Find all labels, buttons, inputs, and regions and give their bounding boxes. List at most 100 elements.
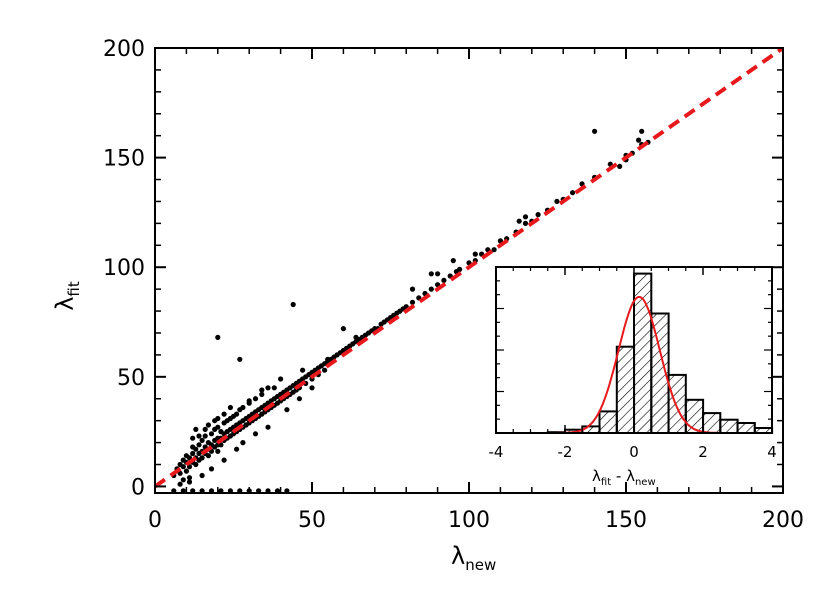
- fit-line: [155, 48, 783, 489]
- fit-line-layer: [155, 48, 783, 489]
- inset-x-tick-label: 4: [767, 443, 777, 461]
- scatter-point: [208, 488, 215, 493]
- scatter-point: [617, 163, 623, 169]
- inset-x-axis-separator: -: [611, 467, 626, 485]
- main-ticks-layer: 0 50 100 150 200 0 50 100 150 200: [103, 37, 804, 533]
- x-tick-label: 50: [298, 508, 326, 533]
- scatter-point: [450, 258, 456, 264]
- scatter-point: [208, 466, 215, 472]
- x-tick-label: 100: [448, 508, 490, 533]
- inset-x-axis-symbol-new: λ: [626, 467, 635, 485]
- scatter-point: [252, 396, 259, 402]
- scatter-point: [259, 387, 265, 393]
- histogram-bar: [702, 412, 722, 435]
- histogram-bar: [684, 398, 705, 434]
- scatter-point: [227, 488, 233, 493]
- scatter-point: [199, 472, 205, 479]
- scatter-point: [636, 137, 642, 143]
- y-tick-label: 100: [103, 256, 145, 281]
- scatter-point: [428, 286, 434, 292]
- scatter-point: [639, 128, 645, 134]
- scatter-point: [180, 488, 186, 493]
- scatter-point: [234, 411, 240, 417]
- scatter-point: [322, 367, 328, 373]
- inset-ticks-layer: -4 -2 0 2 4: [489, 267, 777, 461]
- scatter-point: [522, 220, 529, 226]
- scatter-point: [190, 488, 196, 493]
- inset-x-axis-symbol-fit: λ: [592, 467, 601, 485]
- histogram-bar: [598, 410, 618, 434]
- y-tick-label: 150: [103, 147, 145, 172]
- inset-x-tick-label: 2: [698, 443, 708, 461]
- inset-x-tick-label: -4: [489, 443, 504, 461]
- scatter-point: [199, 488, 205, 493]
- scatter-point: [409, 299, 416, 305]
- scatter-point: [252, 431, 259, 437]
- scatter-point: [221, 411, 227, 417]
- main-x-axis-label: λnew: [451, 542, 496, 574]
- scatter-point: [186, 479, 193, 485]
- scatter-point: [290, 301, 296, 308]
- scatter-point: [535, 212, 541, 218]
- scatter-point: [592, 128, 598, 134]
- scatter-point: [234, 446, 240, 452]
- scatter-point: [441, 277, 447, 283]
- scatter-point: [265, 424, 271, 430]
- inset-x-axis-subscript-new: new: [635, 477, 656, 488]
- inset-x-tick-label: 0: [629, 443, 639, 461]
- y-tick-label: 0: [131, 475, 145, 500]
- scatter-point: [240, 404, 246, 411]
- scatter-point: [278, 376, 284, 382]
- scatter-point: [227, 404, 233, 411]
- scatter-point: [435, 271, 441, 277]
- main-x-axis-symbol: λ: [451, 542, 465, 570]
- inset-bars-layer: [546, 272, 774, 435]
- main-y-axis-label: λfit: [51, 281, 83, 311]
- scatter-point: [215, 334, 221, 340]
- scatter-point: [309, 385, 315, 391]
- scatter-point: [472, 251, 478, 257]
- histogram-bar: [736, 422, 756, 434]
- scatter-point: [196, 442, 202, 448]
- scatter-point: [522, 214, 529, 220]
- scatter-point: [190, 450, 196, 457]
- histogram-bar: [667, 373, 687, 434]
- scatter-point: [554, 198, 560, 204]
- scatter-point: [190, 435, 196, 441]
- inset-x-axis-subscript-fit: fit: [601, 477, 611, 488]
- scatter-point: [409, 286, 416, 292]
- scatter-point: [193, 461, 199, 468]
- scatter-point: [300, 367, 306, 373]
- scatter-point: [208, 431, 215, 437]
- main-y-axis-symbol: λ: [51, 297, 79, 311]
- main-x-axis-subscript: new: [465, 556, 496, 574]
- scatter-point: [199, 437, 205, 443]
- scatter-point: [180, 464, 186, 470]
- scatter-point: [205, 422, 211, 428]
- scatter-point: [274, 488, 281, 493]
- inset-x-tick-label: -2: [558, 443, 573, 461]
- scatter-point: [237, 488, 243, 493]
- scatter-point: [193, 426, 199, 432]
- scatter-point: [256, 488, 262, 493]
- scatter-point: [215, 415, 221, 422]
- scatter-point: [284, 407, 290, 413]
- histogram-bar: [719, 418, 739, 435]
- scatter-point: [180, 477, 186, 483]
- scatter-point: [193, 446, 199, 452]
- scatter-point: [296, 396, 302, 402]
- scatter-point: [516, 218, 522, 224]
- scatter-point: [457, 266, 463, 272]
- scatter-point: [202, 433, 208, 439]
- scatter-point: [215, 424, 221, 430]
- x-tick-label: 200: [762, 508, 804, 533]
- scatter-point: [265, 385, 271, 391]
- scatter-point: [428, 271, 434, 277]
- scatter-point: [218, 488, 224, 493]
- scatter-point: [259, 391, 265, 397]
- x-tick-label: 0: [148, 508, 162, 533]
- scatter-point: [240, 440, 246, 446]
- x-tick-label: 150: [605, 508, 647, 533]
